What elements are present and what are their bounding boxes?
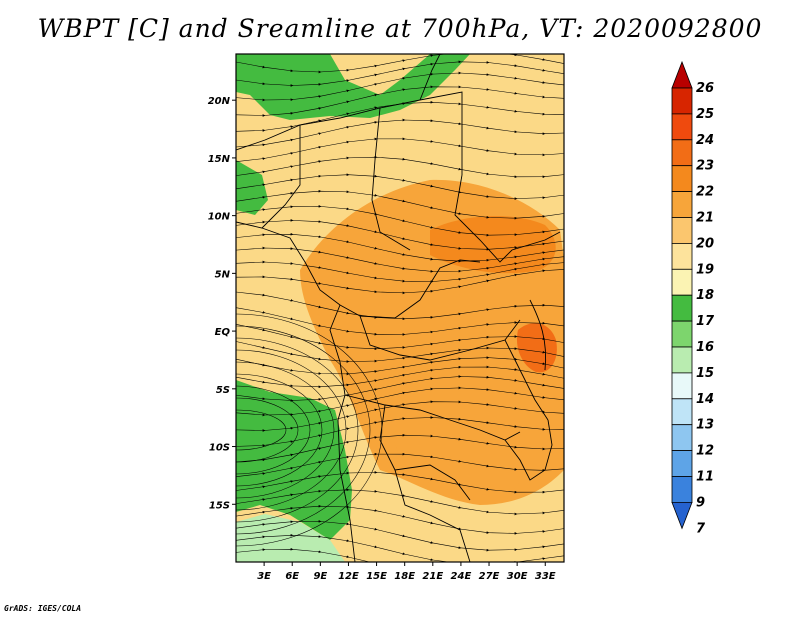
colorbar-label: 20 [696, 236, 714, 251]
colorbar-bin [671, 113, 693, 141]
x-tick-label: 3E [257, 571, 271, 582]
y-axis-ticks: 20N 15N 10N 5N EQ 5S 10S 15S [208, 96, 236, 511]
streamline [236, 269, 564, 295]
colorbar-label: 21 [696, 211, 714, 226]
colorbar-label: 11 [696, 470, 714, 485]
colorbar-bin [671, 87, 693, 115]
streamline-vortex [236, 313, 383, 547]
streamline-vortex [236, 325, 371, 535]
colorbar-label: 7 [696, 521, 706, 536]
colorbar-bin [671, 139, 693, 167]
colorbar-bin [671, 424, 693, 452]
y-tick-label: 10S [209, 443, 230, 454]
colorbar-bin [671, 450, 693, 477]
streamline-vortex [236, 409, 287, 451]
colorbar-label: 18 [696, 288, 714, 303]
streamline-vortex [236, 349, 347, 511]
streamline-vortex [236, 361, 335, 499]
x-tick-label: 6E [285, 571, 299, 582]
y-tick-label: 15N [208, 154, 231, 165]
y-tick-label: EQ [215, 327, 231, 338]
colorbar-bin [671, 294, 693, 322]
colorbar-bin [671, 320, 693, 348]
y-tick-label: 15S [209, 500, 230, 511]
colorbar-bin [671, 165, 693, 192]
y-tick-label: 10N [208, 212, 231, 223]
y-tick-label: 5N [215, 269, 231, 280]
colorbar-label: 16 [696, 340, 714, 355]
x-tick-label: 18E [394, 571, 415, 582]
colorbar-label: 24 [696, 133, 714, 148]
colorbar-bin [671, 217, 693, 244]
x-tick-label: 33E [535, 571, 556, 582]
colorbar-top-arrow [671, 60, 693, 89]
colorbar-bin [671, 476, 693, 503]
y-tick-label: 20N [208, 96, 231, 107]
colorbar-label: 17 [696, 314, 715, 329]
colorbar-label: 12 [696, 444, 714, 459]
x-tick-label: 27E [479, 571, 500, 582]
streamline-vortex [236, 337, 359, 523]
streamline [236, 452, 564, 477]
x-tick-label: 30E [507, 571, 528, 582]
colorbar-bin [671, 268, 693, 296]
region-nw-green [236, 160, 268, 215]
x-tick-label: 15E [366, 571, 387, 582]
colorbar-label: 13 [696, 418, 714, 433]
colorbar-bin [671, 346, 693, 374]
country-borders [236, 54, 561, 562]
map-frame [235, 53, 565, 563]
streamline [236, 137, 564, 162]
colorbar-label: 9 [696, 495, 705, 510]
streamline [236, 547, 546, 562]
grads-credit: GrADS: IGES/COLA [4, 604, 82, 613]
streamline-vortex [236, 385, 311, 475]
colorbar-bin [671, 191, 693, 218]
colorbar-label: 15 [696, 366, 714, 381]
colorbar-bin [671, 398, 693, 426]
colorbar: 26 25 24 23 22 21 20 19 18 17 16 15 14 13 12 11 9 7 [671, 60, 715, 536]
colorbar-label: 25 [696, 107, 714, 122]
map-area [236, 54, 564, 562]
colorbar-bottom-arrow [671, 501, 693, 530]
x-tick-label: 21E [422, 571, 443, 582]
colorbar-label: 22 [696, 185, 714, 200]
colorbar-label: 19 [696, 262, 714, 277]
colorbar-label: 23 [696, 159, 714, 174]
colorbar-label: 14 [696, 392, 714, 407]
x-tick-label: 9E [313, 571, 327, 582]
colorbar-label: 26 [696, 81, 714, 96]
colorbar-bin [671, 372, 693, 400]
streamlines [236, 54, 564, 562]
colorbar-bin [671, 242, 693, 270]
map-title: WBPT [C] and Sreamline at 700hPa, VT: 20… [37, 14, 763, 43]
streamline-vortex [236, 397, 299, 463]
streamline-vortex [236, 373, 323, 487]
x-tick-label: 24E [451, 571, 472, 582]
x-axis-ticks: 3E 6E 9E 12E 15E 18E 21E 24E 27E 30E 33E [257, 562, 556, 582]
y-tick-label: 5S [216, 385, 230, 396]
x-tick-label: 12E [338, 571, 359, 582]
